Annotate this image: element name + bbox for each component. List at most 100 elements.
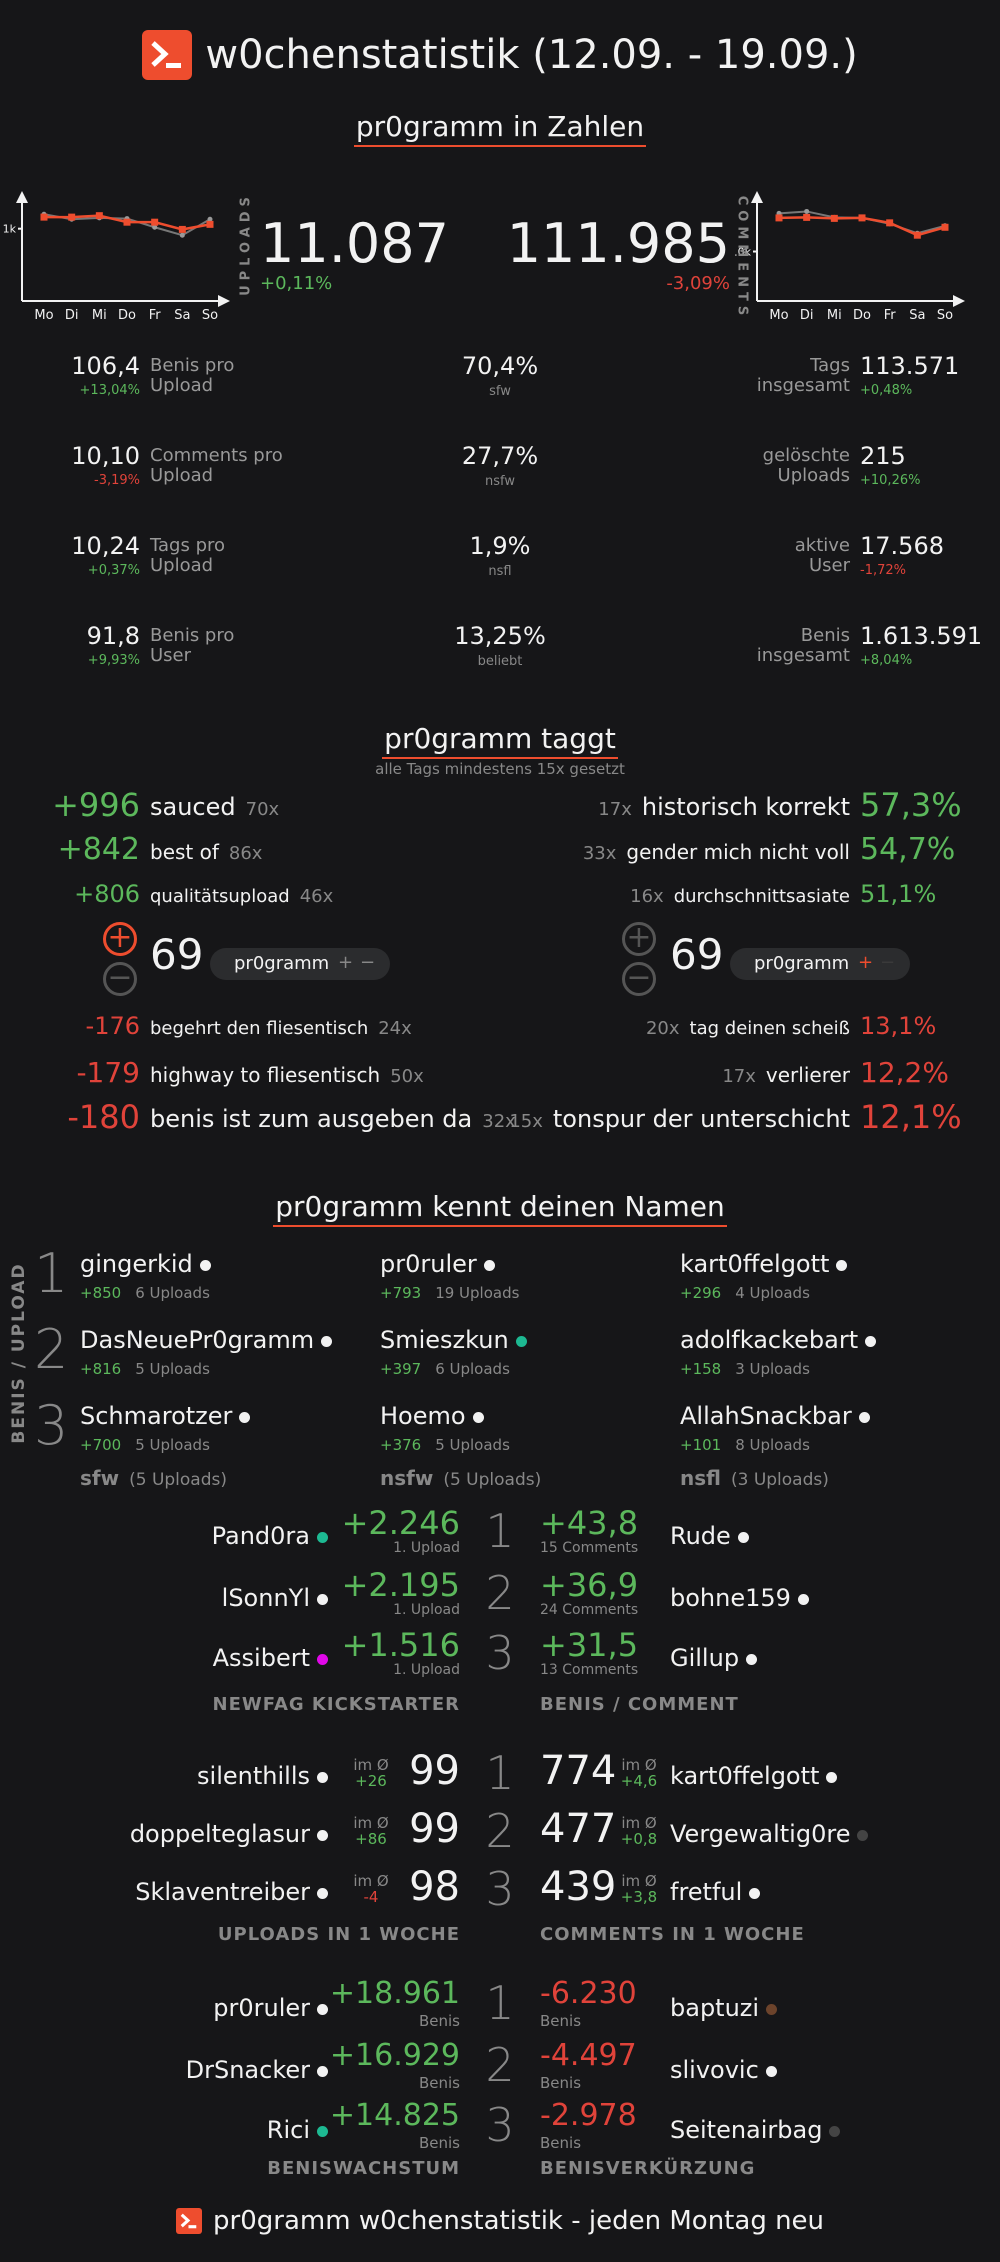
tag-row[interactable]: benis ist zum ausgeben da 32x [150,1105,516,1133]
upvote-button-active[interactable]: + [103,922,137,956]
user-entry[interactable]: pr0ruler [380,1250,495,1278]
count-value: 99 [409,1806,460,1852]
user-entry[interactable]: pr0ruler [213,1994,328,2022]
username[interactable]: baptuzi [670,1994,760,2022]
tag-row[interactable]: 17x historisch korrekt [598,793,850,821]
username[interactable]: kart0ffelgott [680,1250,830,1278]
upvote-button[interactable]: + [622,922,656,956]
user-entry[interactable]: Seitenairbag [670,2116,841,2144]
tag-name[interactable]: benis ist zum ausgeben da [150,1105,473,1133]
tag-name[interactable]: best of [150,840,219,864]
username[interactable]: Hoemo [380,1402,466,1430]
username[interactable]: Schmarotzer [80,1402,233,1430]
user-entry[interactable]: kart0ffelgott [680,1250,848,1278]
username[interactable]: Assibert [212,1644,310,1672]
username[interactable]: Sklaventreiber [135,1878,310,1906]
left-tag-pill[interactable]: pr0gramm + − [210,948,390,980]
user-entry[interactable]: kart0ffelgott [670,1762,838,1790]
left-tag-plus[interactable]: + [338,952,354,973]
username[interactable]: silenthills [197,1762,310,1790]
tag-name[interactable]: sauced [150,793,236,821]
this-week-point [95,212,103,220]
user-entry[interactable]: Rude [670,1522,749,1550]
tag-name[interactable]: highway to fliesentisch [150,1063,381,1087]
user-entry[interactable]: Hoemo [380,1402,484,1430]
left-tag-minus[interactable]: − [360,952,376,973]
username[interactable]: kart0ffelgott [670,1762,820,1790]
user-entry[interactable]: Assibert [213,1644,328,1672]
user-entry[interactable]: silenthills [197,1762,328,1790]
avg-label: im Ø [353,1872,389,1890]
user-entry[interactable]: DasNeuePr0gramm [80,1326,333,1354]
tag-name[interactable]: tag deinen scheiß [689,1018,850,1039]
tag-name[interactable]: tonspur der unterschicht [552,1105,850,1133]
tag-name[interactable]: verlierer [765,1063,850,1087]
user-entry[interactable]: AllahSnackbar [680,1402,870,1430]
user-entry[interactable]: bohne159 [670,1584,809,1612]
user-entry[interactable]: Vergewaltig0re [670,1820,869,1848]
user-entry[interactable]: baptuzi [670,1994,778,2022]
username[interactable]: Rici [266,2116,310,2144]
user-entry[interactable]: Sklaventreiber [135,1878,328,1906]
username[interactable]: AllahSnackbar [680,1402,852,1430]
right-tag-plus[interactable]: + [858,952,874,973]
tag-name[interactable]: qualitätsupload [150,886,290,907]
tag-row[interactable]: qualitätsupload 46x [150,886,333,907]
user-entry[interactable]: lSonnYl [222,1584,328,1612]
tag-name[interactable]: durchschnittsasiate [673,886,850,907]
username[interactable]: lSonnYl [221,1584,310,1612]
user-entry[interactable]: Pand0ra [212,1522,328,1550]
stat-label: nsfl [488,564,512,579]
user-status-dot-icon [317,1653,328,1665]
right-tag-minus[interactable]: − [880,952,896,973]
tag-score: -176 [85,1012,140,1040]
user-entry[interactable]: Smieszkun [380,1326,527,1354]
tag-row[interactable]: sauced 70x [150,793,279,821]
user-entry[interactable]: adolfkackebart [680,1326,877,1354]
comments-vertical-label: COMMENTS [734,195,750,321]
user-entry[interactable]: fretful [670,1878,761,1906]
user-entry[interactable]: doppelteglasur [130,1820,328,1848]
username[interactable]: Rude [670,1522,731,1550]
username[interactable]: Smieszkun [380,1326,509,1354]
username[interactable]: Vergewaltig0re [670,1820,851,1848]
downvote-button[interactable]: − [103,962,137,996]
username[interactable]: bohne159 [670,1584,791,1612]
username[interactable]: fretful [670,1878,743,1906]
username[interactable]: Pand0ra [211,1522,310,1550]
tag-row[interactable]: 16x durchschnittsasiate [630,886,850,907]
right-tag-pill[interactable]: pr0gramm + − [730,948,910,980]
tag-row[interactable]: begehrt den fliesentisch 24x [150,1018,412,1039]
tag-row[interactable]: 15x tonspur der unterschicht [509,1105,850,1133]
footer-logo-icon [175,2208,202,2234]
downvote-button-right[interactable]: − [622,962,656,996]
username[interactable]: Gillup [670,1644,740,1672]
user-entry[interactable]: gingerkid [80,1250,211,1278]
user-entry[interactable]: DrSnacker [186,2056,328,2084]
username[interactable]: adolfkackebart [680,1326,859,1354]
tag-row[interactable]: best of 86x [150,840,262,864]
username[interactable]: gingerkid [80,1250,193,1278]
username[interactable]: DasNeuePr0gramm [80,1326,315,1354]
tag-name[interactable]: gender mich nicht voll [626,840,850,864]
user-entry[interactable]: slivovic [670,2056,777,2084]
tag-row[interactable]: 33x gender mich nicht voll [583,840,850,864]
score-value: +1.516 [341,1626,460,1664]
tag-row[interactable]: 20x tag deinen scheiß [646,1018,850,1039]
tag-name[interactable]: begehrt den fliesentisch [150,1018,369,1039]
tag-name[interactable]: historisch korrekt [641,793,850,821]
tag-row[interactable]: highway to fliesentisch 50x [150,1063,424,1087]
username[interactable]: pr0ruler [380,1250,477,1278]
username[interactable]: DrSnacker [185,2056,310,2084]
username[interactable]: slivovic [670,2056,759,2084]
user-entry[interactable]: Gillup [670,1644,758,1672]
user-entry[interactable]: Rici [267,2116,328,2144]
username[interactable]: doppelteglasur [129,1820,310,1848]
tag-row[interactable]: 17x verlierer [722,1063,850,1087]
username[interactable]: Seitenairbag [670,2116,823,2144]
user-entry[interactable]: Schmarotzer [80,1402,251,1430]
username[interactable]: pr0ruler [213,1994,310,2022]
uploads-change: +0,11% [260,273,333,294]
user-status-dot-icon [797,1593,809,1605]
last-week-point [207,216,213,222]
